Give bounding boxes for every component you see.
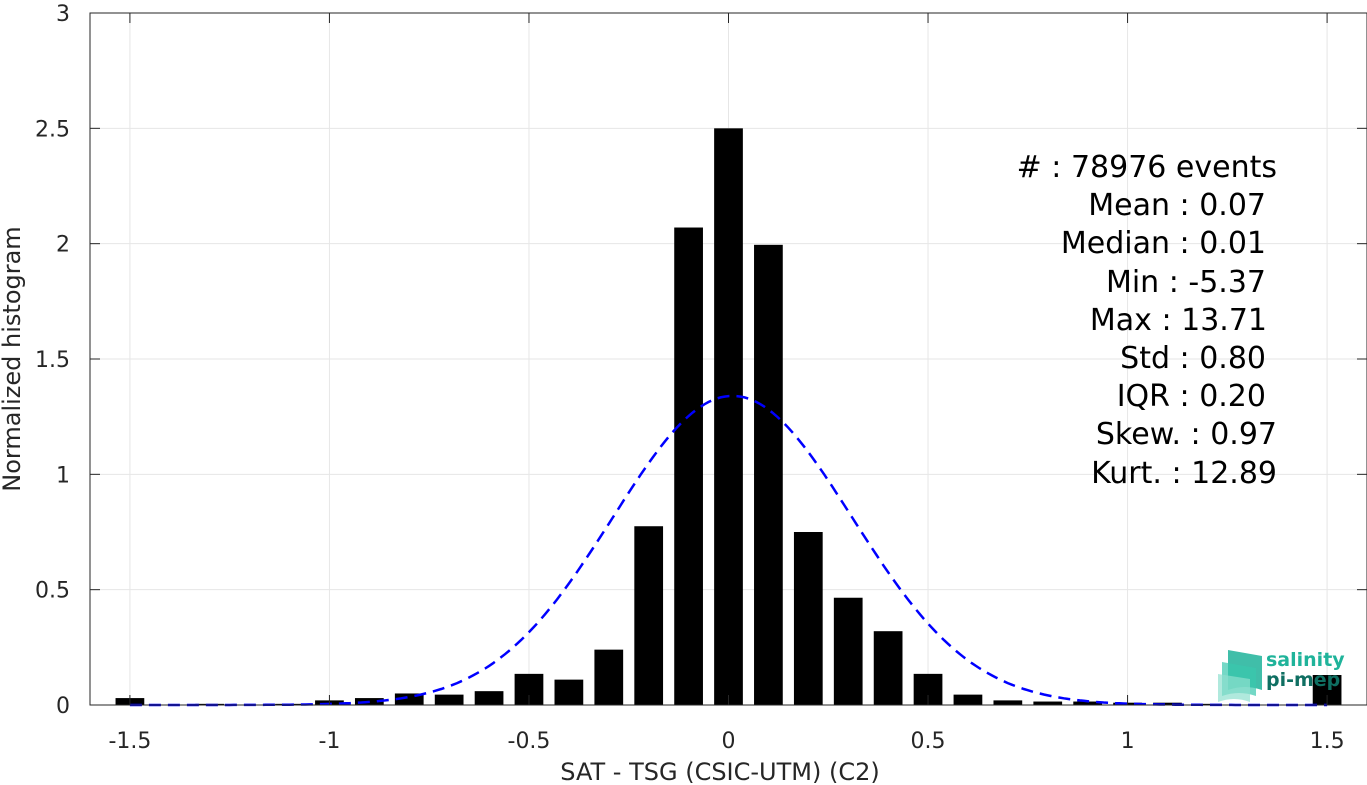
histogram-bar <box>674 227 703 705</box>
x-tick-label: 0.5 <box>911 729 946 754</box>
histogram-bar <box>1033 701 1063 705</box>
logo-line1: salinity <box>1266 649 1345 671</box>
stat-iqr: IQR : 0.20 <box>1117 379 1266 414</box>
logo-line2: pi-mep <box>1266 669 1340 691</box>
histogram-bar <box>714 128 743 706</box>
salinity-pimep-logo: salinity pi-mep <box>1218 649 1345 702</box>
wave-logo-icon <box>1218 650 1262 702</box>
stat-max: Max : 13.71 <box>1090 303 1267 338</box>
histogram-bar <box>1153 702 1182 705</box>
histogram-bar <box>953 694 983 705</box>
stat-skew: Skew. : 0.97 <box>1096 417 1277 452</box>
stat-min: Min : -5.37 <box>1106 265 1266 300</box>
y-tick-label: 0.5 <box>35 579 70 604</box>
x-tick-label: 1 <box>1121 729 1135 754</box>
stat-median: Median : 0.01 <box>1061 226 1266 261</box>
histogram-bar <box>434 694 464 705</box>
stat-kurt: Kurt. : 12.89 <box>1091 456 1277 491</box>
y-tick-label: 0 <box>56 694 70 719</box>
y-tick-label: 3 <box>56 2 70 27</box>
histogram-bar <box>474 691 504 705</box>
y-axis-ticks: 0 0.5 1 1.5 2 2.5 3 <box>35 2 1367 719</box>
histogram-bar <box>634 526 664 705</box>
x-tick-label: -1 <box>318 729 340 754</box>
histogram-bar <box>1193 703 1222 705</box>
histogram-bar <box>993 700 1023 705</box>
histogram-bar <box>1073 701 1103 705</box>
x-axis-ticks: -1.5 -1 -0.5 0 0.5 1 1.5 <box>108 13 1345 754</box>
stats-panel: # : 78976 events Mean : 0.07 Median : 0.… <box>1017 150 1277 491</box>
x-tick-label: 0 <box>722 729 736 754</box>
y-tick-label: 2.5 <box>35 117 70 142</box>
histogram-bar <box>793 532 823 705</box>
histogram-bar <box>873 631 903 705</box>
histogram-bar <box>594 649 624 705</box>
histogram-bar <box>394 693 424 705</box>
stat-events: # : 78976 events <box>1017 150 1277 185</box>
x-tick-label: -0.5 <box>508 729 551 754</box>
y-tick-label: 1 <box>56 463 70 488</box>
histogram-bar <box>833 597 863 705</box>
y-tick-label: 2 <box>56 233 70 258</box>
x-tick-label: -1.5 <box>108 729 151 754</box>
x-tick-label: 1.5 <box>1310 729 1345 754</box>
stat-mean: Mean : 0.07 <box>1088 188 1266 223</box>
stat-std: Std : 0.80 <box>1120 341 1266 376</box>
x-axis-label: SAT - TSG (CSIC-UTM) (C2) <box>560 758 879 785</box>
y-tick-label: 1.5 <box>35 348 70 373</box>
y-axis-label: Normalized histogram <box>0 226 26 491</box>
histogram-bar <box>554 679 584 705</box>
histogram-bar <box>754 244 783 705</box>
